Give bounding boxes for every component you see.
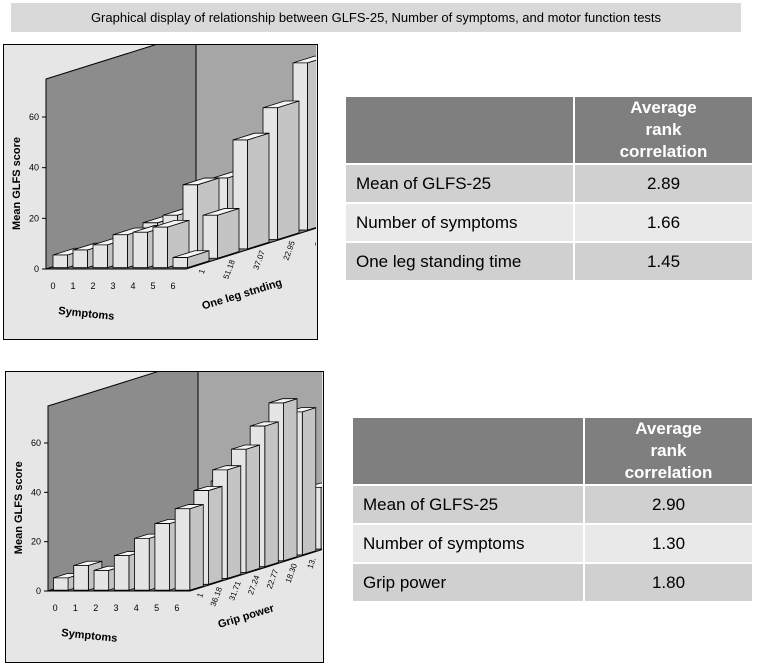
table-header-average-rank: Average rank correlation: [573, 95, 754, 165]
x-tick-label: 6: [174, 603, 179, 613]
bar-side-face: [301, 407, 317, 556]
bar-front-face: [72, 249, 88, 269]
y-tick-label: 13.: [305, 556, 317, 570]
bar-front-face: [113, 555, 130, 591]
chart-svg-one-leg: 0 20 40 60 Mean GLFS score 0 1 2 3 4 5 6 1 51.18 37.07…: [11, 45, 316, 323]
row-value: 2.90: [583, 484, 754, 525]
bar-front-face: [132, 231, 148, 269]
bar-front-face: [112, 234, 128, 269]
row-label: Mean of GLFS-25: [351, 484, 585, 525]
y-axis-label: Grip power: [217, 602, 277, 631]
bar: [172, 250, 210, 269]
table-row: Mean of GLFS-25 2.89: [344, 163, 754, 204]
row-value: 2.89: [573, 163, 754, 204]
z-axis-label: Mean GLFS score: [11, 137, 23, 230]
bar-front-face: [152, 226, 168, 269]
x-tick-label: 2: [90, 281, 95, 291]
y-tick-label: 22.95: [282, 239, 297, 261]
table-row: Number of symptoms 1.66: [344, 202, 754, 243]
x-tick-label: 3: [110, 281, 115, 291]
table-header-empty: [351, 416, 585, 486]
table-row: Grip power 1.80: [351, 562, 754, 603]
x-axis-label: Symptoms: [58, 305, 115, 323]
y-tick-label: 1: [197, 267, 207, 275]
x-tick-label: 6: [170, 281, 175, 291]
bar-front-face: [53, 577, 69, 591]
x-axis-label: Symptoms: [61, 627, 118, 645]
y-tick-label: 31.71: [227, 579, 242, 601]
x-tick-label: 4: [130, 281, 135, 291]
chart-svg-grip: 0 20 40 60 Mean GLFS score 0 1 2 3 4 5 6 1 36.18 31.71…: [13, 372, 322, 645]
row-label: Number of symptoms: [344, 202, 575, 243]
row-value: 1.80: [583, 562, 754, 603]
z-tick-label: 60: [29, 112, 39, 122]
table-header-average-rank: Average rank correlation: [583, 416, 754, 486]
row-label: Grip power: [351, 562, 585, 603]
figure-title: Graphical display of relationship betwee…: [11, 3, 741, 32]
bar-side-face: [264, 421, 279, 568]
row-label: One leg standing time: [344, 241, 575, 282]
z-tick-label: 20: [31, 537, 41, 547]
table-header-empty: [344, 95, 575, 165]
bar-side-face: [226, 465, 242, 579]
row-label: Mean of GLFS-25: [344, 163, 575, 204]
z-tick-label: 40: [29, 163, 39, 173]
bar-side-face: [245, 444, 260, 574]
bar: [174, 504, 204, 591]
bar-side-face: [306, 59, 316, 231]
row-value: 1.45: [573, 241, 754, 282]
bar-front-face: [73, 565, 89, 591]
bar-front-face: [134, 537, 150, 591]
bar-side-face: [283, 398, 298, 562]
bar-side-face: [276, 100, 300, 241]
y-tick-label: 51.18: [222, 258, 237, 280]
x-tick-label: 5: [150, 281, 155, 291]
z-tick-label: 0: [36, 586, 41, 596]
y-tick-label: 37.07: [252, 249, 267, 271]
bar-side-face: [208, 485, 223, 585]
bar-front-face: [52, 254, 68, 269]
bar-side-face: [246, 132, 270, 250]
x-tick-label: 5: [154, 603, 159, 613]
x-tick-label: 0: [50, 281, 55, 291]
z-tick-label: 40: [31, 487, 41, 497]
y-tick-label: 36.18: [209, 585, 224, 607]
y-tick-label: 18.30: [284, 562, 299, 584]
x-tick-label: 1: [70, 281, 75, 291]
chart-grip-power: 0 20 40 60 Mean GLFS score 0 1 2 3 4 5 6 1 36.18 31.71…: [5, 371, 324, 663]
table-row: Mean of GLFS-25 2.90: [351, 484, 754, 525]
chart-one-leg-standing: 0 20 40 60 Mean GLFS score 0 1 2 3 4 5 6 1 51.18 37.07…: [3, 44, 318, 340]
z-tick-label: 0: [34, 264, 39, 274]
z-tick-label: 20: [29, 213, 39, 223]
row-label: Number of symptoms: [351, 523, 585, 564]
bar-front-face: [172, 257, 188, 269]
bar-front-face: [202, 214, 218, 259]
y-tick-label: 22.77: [265, 568, 280, 590]
row-value: 1.30: [583, 523, 754, 564]
row-value: 1.66: [573, 202, 754, 243]
bar-front-face: [154, 523, 170, 591]
table-row: One leg standing time 1.45: [344, 241, 754, 282]
y-tick-label: 27.24: [246, 574, 261, 596]
x-tick-label: 4: [134, 603, 139, 613]
x-tick-label: 2: [93, 603, 98, 613]
correlation-table-one-leg: Average rank correlation Mean of GLFS-25…: [344, 95, 754, 282]
bar-front-face: [92, 244, 108, 269]
z-tick-label: 60: [31, 438, 41, 448]
z-axis-label: Mean GLFS score: [13, 461, 25, 554]
x-tick-label: 1: [73, 603, 78, 613]
table-row: Number of symptoms 1.30: [351, 523, 754, 564]
x-tick-label: 3: [113, 603, 118, 613]
y-axis-label: One leg stnding: [201, 277, 284, 313]
bar: [202, 207, 240, 259]
bar-side-face: [216, 207, 240, 259]
x-tick-label: 0: [53, 603, 58, 613]
y-tick-label: 8.83: [313, 230, 316, 248]
bar-side-face: [189, 504, 204, 591]
correlation-table-grip: Average rank correlation Mean of GLFS-25…: [351, 416, 754, 603]
bar-front-face: [93, 570, 110, 591]
bar-front-face: [174, 508, 191, 591]
y-tick-label: 1: [195, 591, 205, 599]
